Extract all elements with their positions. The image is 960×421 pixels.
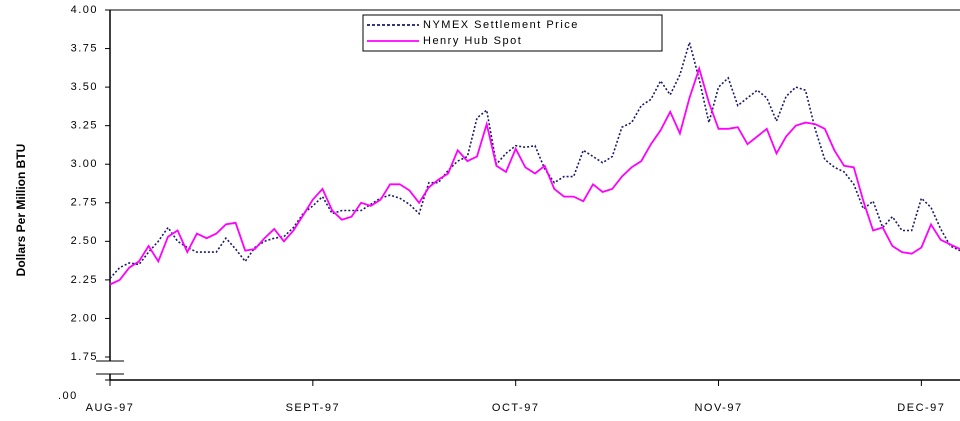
series-line	[109, 39, 960, 279]
y-tick-label: 2.00	[71, 312, 98, 324]
x-tick-label: SEPT-97	[286, 402, 341, 414]
y-axis-title: Dollars Per Million BTU	[14, 144, 28, 277]
y-tick-label: 3.75	[71, 42, 98, 54]
legend-label: NYMEX Settlement Price	[423, 19, 579, 31]
y-tick-label: 3.50	[71, 81, 98, 93]
x-tick-label: NOV-97	[694, 402, 742, 414]
y-tick-label: 2.75	[71, 197, 98, 209]
x-tick-label: OCT-97	[492, 402, 540, 414]
legend-box	[362, 14, 663, 52]
x-tick-label: DEC-97	[897, 402, 945, 414]
y-tick-label: 2.50	[71, 235, 98, 247]
y-tick-label: 4.00	[71, 4, 98, 16]
y-tick-label: .00	[58, 390, 78, 402]
legend-label: Henry Hub Spot	[423, 35, 522, 47]
y-tick-label: 3.25	[71, 120, 98, 132]
x-tick-label: AUG-97	[86, 402, 135, 414]
y-tick-label: 3.00	[71, 158, 98, 170]
series-line	[109, 65, 960, 286]
y-tick-label: 2.25	[71, 274, 98, 286]
y-tick-label: 1.75	[71, 351, 98, 363]
